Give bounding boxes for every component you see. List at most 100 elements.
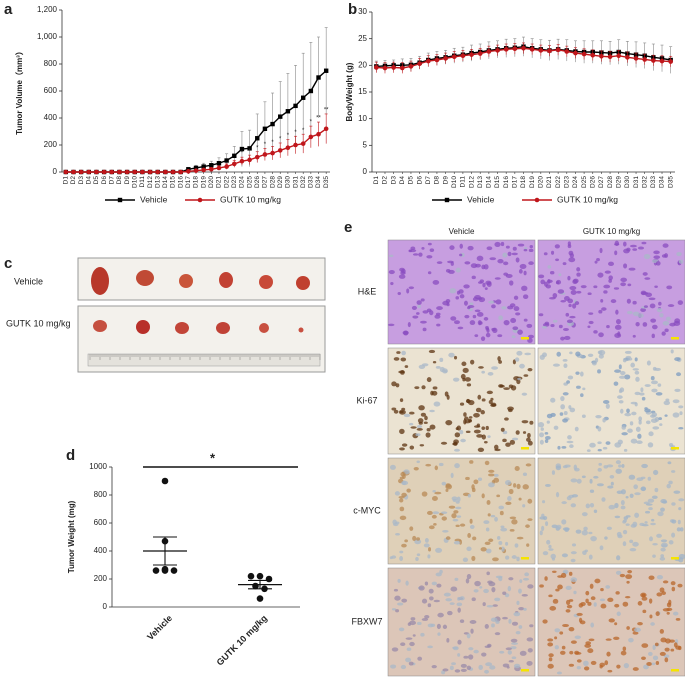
cell-nucleus [562,623,569,628]
cell-nucleus [446,638,450,643]
cell-nucleus [451,496,458,501]
cell-nucleus [617,534,623,539]
point-marker [323,68,329,73]
cell-nucleus [569,444,574,449]
cell-nucleus [466,546,472,552]
cell-nucleus [551,570,557,574]
x-tick-label: D33 [308,176,315,188]
cell-nucleus [511,437,519,441]
cell-nucleus [565,312,570,317]
cell-nucleus [552,598,559,604]
point-marker [86,169,92,175]
point-marker [607,54,613,60]
cell-nucleus [492,604,498,607]
cell-nucleus [542,516,548,521]
cell-nucleus [634,370,640,375]
cell-nucleus [427,242,432,246]
cell-nucleus [626,298,631,304]
cell-nucleus [676,372,682,377]
cell-nucleus [633,484,638,490]
cell-nucleus [463,300,468,306]
point-marker [239,146,245,152]
cell-nucleus [401,407,406,411]
cell-nucleus [641,596,648,601]
cell-nucleus [645,503,653,506]
cell-nucleus [406,288,410,294]
cell-nucleus [678,405,684,409]
cell-nucleus [658,301,662,306]
cell-nucleus [653,255,661,259]
cell-nucleus [652,554,656,558]
cell-nucleus [409,411,415,415]
point-marker [201,167,206,173]
cell-nucleus [509,280,514,286]
point-marker [293,142,298,148]
point-marker [209,163,214,168]
cell-nucleus [619,573,626,578]
cell-nucleus [394,491,400,496]
micrograph [537,457,685,565]
cell-nucleus [661,331,666,336]
cell-nucleus [632,300,637,305]
cell-nucleus [651,412,658,417]
cell-nucleus [593,509,598,514]
cell-nucleus [508,619,512,624]
panel-letter: c [4,255,12,272]
cell-nucleus [529,420,534,425]
cell-nucleus [641,396,646,401]
cell-nucleus [614,243,620,246]
cell-nucleus [410,617,416,621]
cell-nucleus [620,500,625,506]
x-tick-label: D10 [131,176,138,188]
cell-nucleus [454,538,462,542]
cell-nucleus [628,267,636,271]
micrograph [537,239,685,345]
cell-nucleus [648,598,653,604]
cell-nucleus [671,532,676,538]
cell-nucleus [571,494,579,498]
cell-nucleus [556,351,562,357]
cell-nucleus [650,622,655,626]
cell-nucleus [596,483,604,487]
cell-nucleus [651,324,658,330]
x-tick-label: D20 [538,176,545,188]
x-tick-label: D18 [520,176,527,188]
point-marker [659,58,665,64]
cell-nucleus [499,650,505,654]
cell-nucleus [522,431,527,434]
cell-nucleus [452,646,459,651]
cell-nucleus [472,297,479,302]
cell-nucleus [416,460,421,464]
cell-nucleus [505,273,513,278]
cell-nucleus [666,285,673,290]
point-marker [163,169,168,175]
cell-nucleus [620,282,626,287]
cell-nucleus [480,410,485,415]
cell-nucleus [428,588,434,594]
cell-nucleus [498,384,504,388]
cell-nucleus [463,284,470,289]
cell-nucleus [443,592,451,597]
cell-nucleus [587,325,591,329]
cell-nucleus [587,601,592,606]
micrograph [537,567,685,677]
cell-nucleus [442,624,448,630]
cell-nucleus [511,621,519,626]
cell-nucleus [478,664,483,670]
cell-nucleus [646,662,652,666]
cell-nucleus [610,481,614,486]
point-marker [186,169,191,174]
cell-nucleus [640,307,646,313]
x-tick-label: D9 [442,176,449,185]
x-tick-label: D19 [529,176,536,188]
point-marker [434,57,440,63]
point-marker [109,169,115,175]
cell-nucleus [567,435,572,440]
cell-nucleus [659,556,666,561]
cell-nucleus [449,665,454,671]
cell-nucleus [574,635,581,640]
cell-nucleus [474,580,481,587]
cell-nucleus [618,375,626,379]
cell-nucleus [660,499,667,504]
cell-nucleus [648,507,653,511]
